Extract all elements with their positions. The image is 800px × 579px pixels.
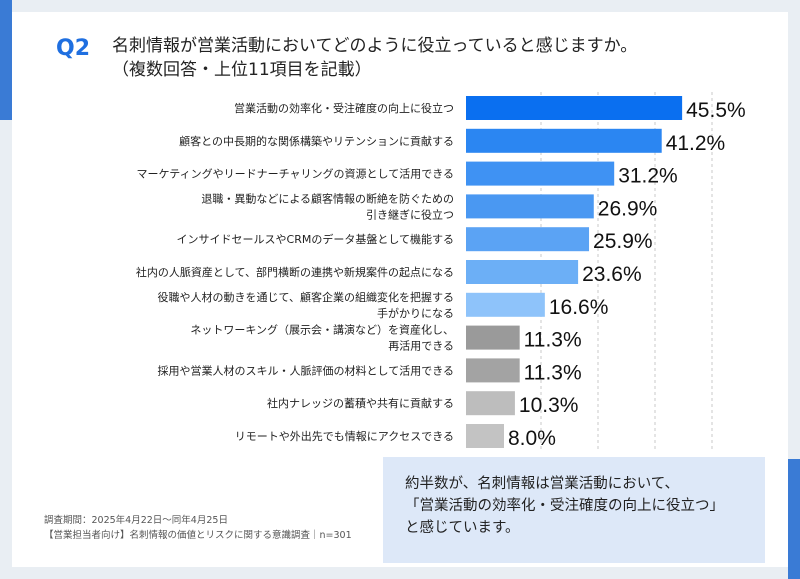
bar: [466, 424, 504, 448]
bar: [466, 358, 520, 383]
value-label: 25.9%: [593, 230, 653, 253]
category-label: 営業活動の効率化・受注確度の向上に役立つ: [234, 101, 454, 115]
bar: [466, 325, 520, 350]
bar: [466, 292, 545, 317]
category-label: 引き継ぎに役立つ: [366, 207, 454, 221]
bar: [466, 260, 579, 284]
corner-accent-bottom-right: [788, 459, 800, 579]
bar: [466, 194, 594, 219]
bar: [466, 391, 515, 416]
summary-callout: 約半数が、名刺情報は営業活動において、 「営業活動の効率化・受注確度の向上に役立…: [383, 457, 765, 563]
bar: [466, 96, 683, 120]
value-label: 8.0%: [508, 427, 556, 450]
category-label: インサイドセールスやCRMのデータ基盤として機能する: [177, 232, 454, 246]
category-label: マーケティングやリードナーチャリングの資源として活用できる: [137, 167, 454, 181]
category-label: ネットワーキング（展示会・講演など）を資産化し、: [190, 323, 454, 337]
category-label: 再活用できる: [388, 340, 454, 353]
callout-line: 「営業活動の効率化・受注確度の向上に役立つ」: [405, 498, 724, 514]
bar: [466, 128, 662, 153]
category-label: 採用や営業人材のスキル・人脈評価の材料として活用できる: [158, 363, 454, 377]
category-label: 社内の人脈資産として、部門横断の連携や新規案件の起点になる: [136, 265, 454, 279]
value-label: 23.6%: [582, 263, 642, 286]
category-label: 役職や人材の動きを通じて、顧客企業の組織変化を把握する: [158, 290, 454, 304]
survey-name: 【営業担当者向け】名刺情報の価値とリスクに関する意識調査｜n=301: [44, 530, 352, 541]
corner-accent-top-left: [0, 0, 12, 120]
question-subtitle: （複数回答・上位11項目を記載）: [112, 60, 372, 80]
value-label: 10.3%: [519, 394, 579, 417]
category-label: 顧客との中長期的な関係構築やリテンションに貢献する: [179, 134, 454, 148]
survey-footnote: 調査期間：2025年4月22日〜同年4月25日 【営業担当者向け】名刺情報の価値…: [44, 513, 352, 543]
value-label: 11.3%: [524, 361, 582, 384]
value-label: 26.9%: [598, 197, 658, 220]
survey-period: 調査期間：2025年4月22日〜同年4月25日: [44, 515, 228, 526]
category-label: 退職・異動などによる顧客情報の断絶を防ぐための: [201, 191, 454, 205]
bar: [466, 161, 615, 186]
question-label: Q2: [56, 36, 91, 61]
question-title: 名刺情報が営業活動においてどのように役立っていると感じますか。: [112, 36, 638, 56]
category-label: 手がかりになる: [377, 306, 454, 320]
category-label: 社内ナレッジの蓄積や共有に貢献する: [267, 396, 454, 410]
bar: [466, 227, 590, 252]
value-label: 16.6%: [549, 296, 609, 319]
category-label: リモートや外出先でも情報にアクセスできる: [235, 429, 454, 443]
value-label: 45.5%: [686, 99, 746, 122]
value-label: 11.3%: [524, 329, 582, 352]
callout-line: と感じています。: [405, 520, 520, 536]
value-label: 31.2%: [618, 165, 678, 188]
value-label: 41.2%: [666, 132, 726, 155]
callout-line: 約半数が、名刺情報は営業活動において、: [405, 476, 680, 492]
